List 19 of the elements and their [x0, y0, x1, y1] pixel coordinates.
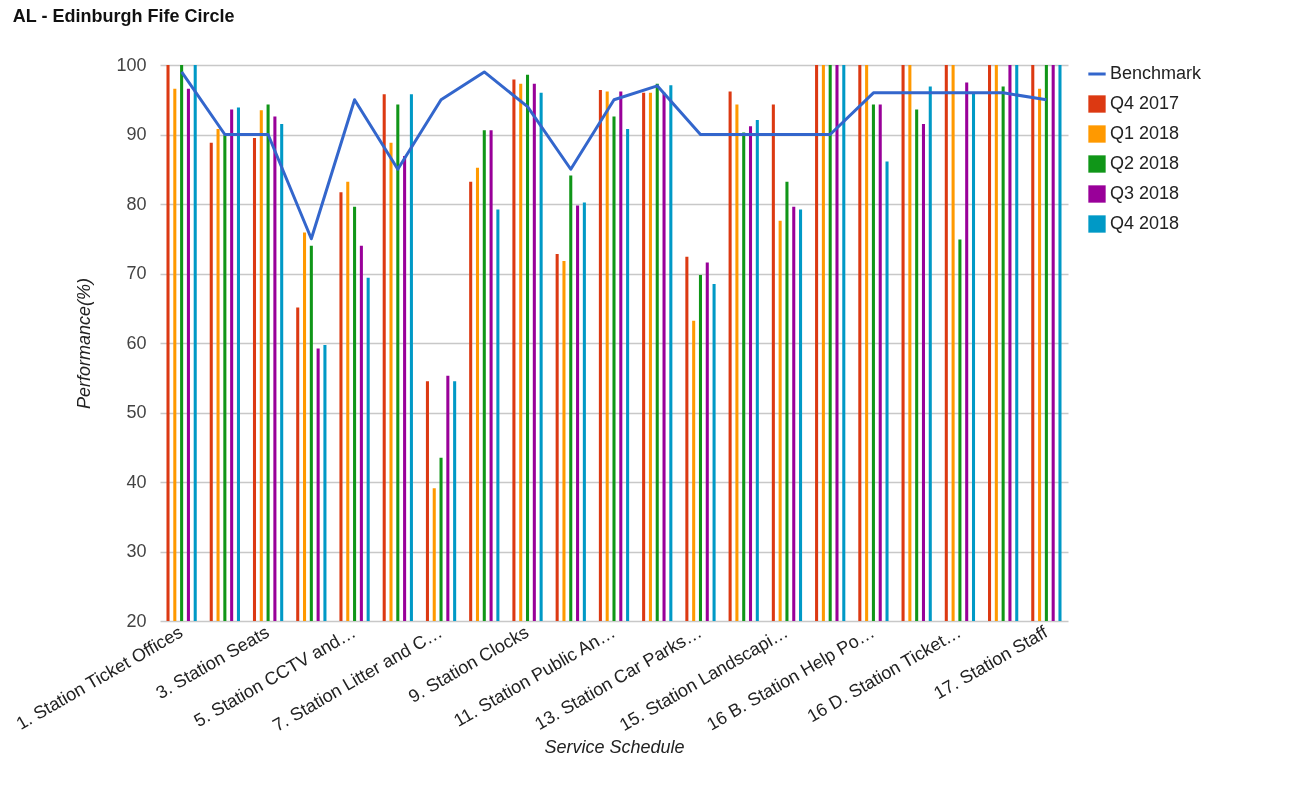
line-series	[180, 70, 1048, 241]
y-tick-label: 80	[126, 193, 147, 214]
legend-label: Benchmark	[1110, 63, 1203, 83]
y-tick-label: 100	[116, 54, 147, 75]
legend-label: Q4 2018	[1110, 213, 1180, 233]
legend-label: Q4 2017	[1110, 93, 1180, 113]
y-tick-label: 20	[126, 610, 147, 631]
legend-label: Q1 2018	[1110, 123, 1180, 143]
y-tick-label: 90	[126, 124, 147, 144]
y-tick-label: 50	[126, 402, 147, 422]
legend-label: Q3 2018	[1110, 183, 1180, 203]
x-axis-title: Service Schedule	[544, 737, 685, 758]
chart-title: AL - Edinburgh Fife Circle	[12, 6, 235, 26]
y-tick-label: 40	[126, 471, 147, 492]
y-tick-label: 30	[126, 541, 147, 561]
y-axis-title: Performance(%)	[74, 277, 95, 410]
y-tick-label: 60	[126, 332, 147, 353]
y-tick-label: 70	[126, 263, 147, 283]
legend-label: Q2 2018	[1110, 153, 1180, 173]
